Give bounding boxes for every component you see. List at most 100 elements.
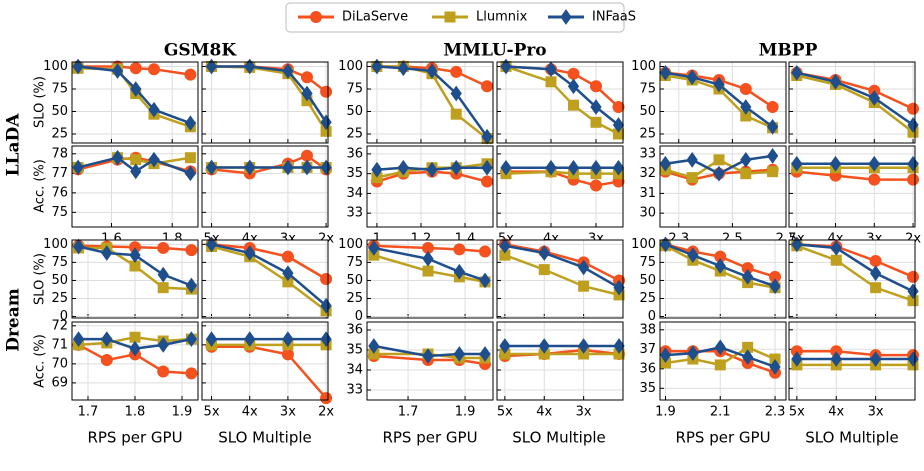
marker [310, 11, 322, 23]
marker [870, 351, 882, 367]
x-axis-label: SLO Multiple [512, 429, 606, 447]
marker [100, 354, 113, 367]
marker [185, 367, 198, 380]
legend-label: INFaaS [592, 10, 636, 25]
marker [829, 155, 842, 172]
y-tick-label: 50 [639, 273, 656, 288]
y-tick-label: 69 [51, 375, 68, 390]
marker [538, 264, 550, 276]
marker [72, 331, 85, 347]
marker [185, 244, 198, 257]
marker [481, 175, 494, 188]
marker [368, 338, 380, 354]
axes-frame [788, 61, 916, 144]
marker [205, 331, 218, 347]
y-tick-label: 25 [639, 291, 656, 306]
marker [111, 63, 124, 79]
marker [713, 76, 725, 93]
marker [829, 73, 842, 90]
marker [157, 266, 169, 283]
marker [590, 116, 602, 128]
y-tick-label: 75 [639, 255, 656, 270]
y-tick-label: 33 [346, 206, 363, 221]
plot-area [367, 146, 493, 227]
marker [767, 166, 779, 178]
y-tick-label: 35 [639, 381, 656, 396]
series-line [373, 246, 486, 282]
marker [129, 247, 141, 264]
marker [870, 282, 882, 294]
y-tick-label: 36 [639, 361, 656, 376]
column-title: MBPP [759, 41, 818, 61]
y-axis-label: SLO (%) [33, 253, 48, 305]
axes-frame [366, 61, 494, 144]
marker [500, 58, 512, 75]
y-tick-label: 75 [51, 255, 68, 270]
marker [567, 78, 580, 95]
marker [244, 159, 256, 176]
axes-frame [659, 321, 787, 401]
y-tick-label: 100 [338, 237, 363, 252]
marker [686, 69, 698, 86]
marker [320, 297, 332, 314]
marker [184, 165, 197, 182]
marker [129, 340, 141, 357]
axes-frame [71, 145, 199, 228]
marker [713, 154, 725, 166]
marker [739, 83, 752, 95]
legend-label: DiLaServe [342, 10, 408, 25]
x-tick-label: 1.9 [655, 405, 676, 420]
column-title: MMLU-Pro [443, 41, 546, 61]
marker [907, 102, 920, 115]
axes-frame [71, 239, 199, 319]
marker [659, 64, 671, 81]
marker [742, 349, 754, 365]
plot-area [202, 240, 328, 318]
marker [659, 155, 671, 172]
marker [320, 114, 332, 131]
y-axis-label: Acc. (%) [33, 159, 48, 213]
marker [479, 245, 492, 258]
marker [590, 80, 602, 93]
y-tick-label: 37 [639, 342, 656, 357]
marker [185, 277, 198, 294]
y-tick-label: 0 [60, 309, 68, 324]
marker [397, 60, 409, 77]
marker [568, 99, 579, 111]
marker [687, 345, 699, 362]
marker [868, 155, 880, 172]
x-tick-label: 3x [868, 405, 884, 420]
axes-frame [659, 239, 787, 319]
series-line [796, 170, 914, 181]
plot-area [497, 322, 623, 400]
marker [613, 338, 625, 354]
marker [368, 240, 380, 256]
marker [301, 71, 313, 84]
x-axis-label: SLO Multiple [805, 429, 899, 447]
x-tick-label: 4x [828, 405, 844, 420]
marker [740, 99, 752, 115]
marker [453, 346, 465, 362]
row-label: LLaDA [4, 113, 24, 177]
y-axis-label: Acc. (%) [33, 334, 48, 388]
y-tick-label: 25 [346, 127, 363, 142]
marker [769, 278, 781, 295]
marker [479, 346, 491, 362]
x-tick-label: 1.9 [455, 405, 476, 420]
x-axis-label: RPS per GPU [382, 429, 477, 447]
marker [907, 155, 919, 172]
column-title: GSM8K [164, 41, 237, 61]
marker [320, 331, 332, 347]
marker [148, 101, 160, 118]
y-tick-label: 50 [346, 104, 363, 119]
axes-frame [201, 61, 329, 144]
marker [613, 279, 625, 296]
marker [567, 67, 580, 80]
plot-area [789, 322, 915, 400]
y-tick-label: 34 [346, 186, 363, 201]
marker [714, 339, 726, 356]
axes-frame [71, 321, 199, 401]
series-line [373, 344, 486, 358]
